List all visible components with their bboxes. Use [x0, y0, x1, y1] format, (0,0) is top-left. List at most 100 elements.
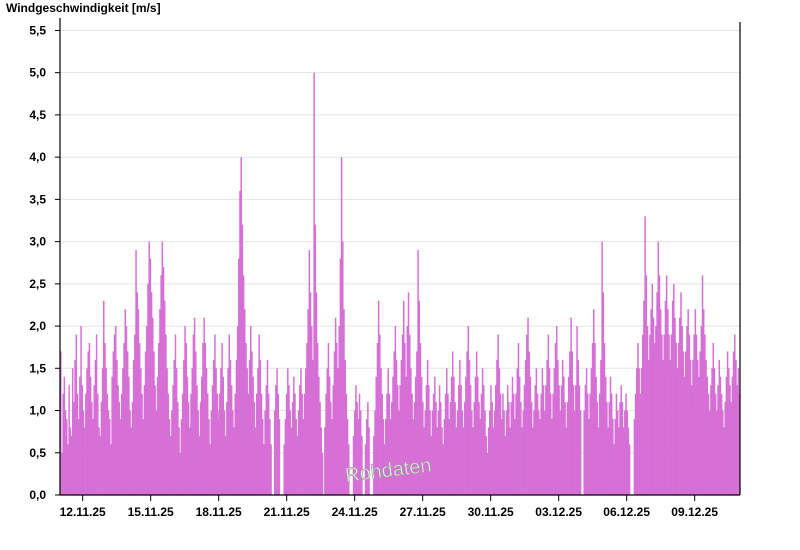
bar [571, 351, 573, 495]
bar [591, 342, 594, 495]
bar [601, 241, 603, 495]
bar [735, 359, 737, 495]
bar [234, 393, 236, 495]
bar [732, 351, 735, 495]
bar [148, 241, 150, 495]
bar [636, 368, 638, 495]
bar [261, 418, 264, 495]
bar [534, 385, 536, 495]
bar [529, 376, 532, 495]
bar [532, 427, 534, 495]
bar [713, 368, 716, 495]
bar [263, 444, 265, 495]
bar [342, 241, 344, 495]
bar [545, 385, 547, 495]
bar [492, 427, 495, 495]
bar [224, 435, 227, 496]
bar [387, 368, 389, 495]
bar [696, 359, 699, 495]
bar [314, 224, 317, 495]
bar [548, 368, 551, 495]
bar [566, 402, 569, 495]
bar [560, 385, 563, 495]
bar [109, 418, 111, 495]
y-tick-label: 3,5 [29, 192, 46, 206]
bar [416, 351, 418, 495]
x-tick-label: 15.11.25 [128, 505, 174, 519]
bar [183, 359, 185, 495]
bar [508, 402, 510, 495]
bar [514, 418, 516, 495]
bar [419, 342, 422, 495]
bar [577, 359, 579, 495]
bar [616, 410, 619, 495]
bar [269, 418, 271, 495]
bar [74, 359, 76, 495]
bar [512, 393, 515, 495]
bar [520, 402, 522, 495]
bar [734, 334, 736, 495]
bar [352, 435, 355, 496]
bar [85, 393, 87, 495]
bar [177, 402, 179, 495]
bar [172, 385, 174, 495]
bar [252, 376, 254, 495]
bar [221, 342, 223, 495]
bar [79, 376, 81, 495]
bar [189, 427, 191, 495]
bar [112, 351, 115, 495]
bar [340, 157, 343, 495]
bar [639, 393, 642, 495]
bar [466, 351, 468, 495]
bar [255, 393, 258, 495]
bar [600, 359, 602, 495]
bar [493, 410, 496, 495]
bar [456, 410, 459, 495]
bar [561, 359, 564, 495]
bar [77, 418, 80, 495]
y-tick-label: 5,5 [29, 23, 46, 37]
bar [621, 402, 624, 495]
bar [704, 334, 706, 495]
bar [187, 402, 190, 495]
bar [431, 410, 434, 495]
bar [229, 359, 232, 495]
bar [565, 427, 568, 495]
bar [111, 376, 113, 495]
bar [602, 292, 605, 495]
bar [299, 385, 301, 495]
bar [725, 376, 728, 495]
bar [310, 326, 313, 495]
bar [320, 427, 323, 495]
bar [186, 376, 189, 495]
bar [542, 385, 545, 495]
bar [337, 368, 339, 495]
bar [343, 309, 345, 495]
bar [251, 351, 253, 495]
bar [504, 435, 507, 496]
bar [645, 275, 648, 495]
bar [643, 300, 645, 495]
bar [326, 368, 328, 495]
bar [61, 452, 63, 495]
bar [455, 427, 458, 495]
bar [306, 342, 308, 495]
bar [65, 418, 68, 495]
bar [199, 402, 202, 495]
bar [365, 418, 368, 495]
bar [62, 393, 64, 495]
bar [67, 444, 69, 495]
chart-title: Windgeschwindigkeit [m/s] [6, 1, 161, 15]
bar [80, 326, 82, 495]
bar [198, 435, 201, 496]
bar [469, 385, 472, 495]
bar [614, 418, 617, 495]
bar [364, 444, 367, 495]
bar [400, 359, 403, 495]
bar [418, 300, 421, 495]
bar [653, 342, 656, 495]
bar [723, 427, 725, 495]
bar [376, 342, 379, 495]
bar [698, 376, 700, 495]
bar [500, 418, 503, 495]
